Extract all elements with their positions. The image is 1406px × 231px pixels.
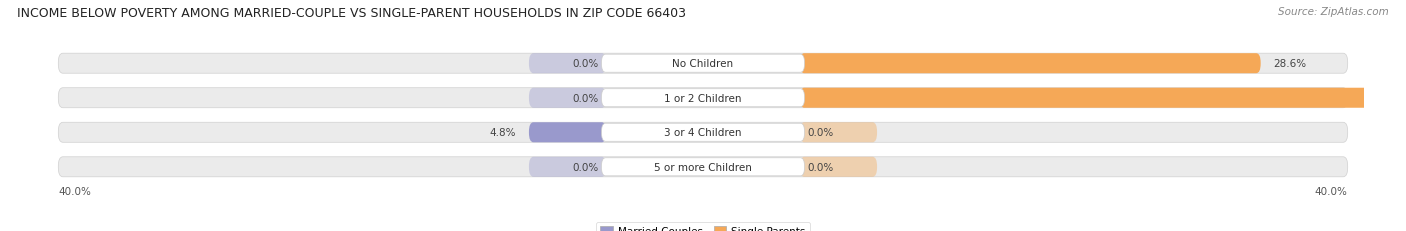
FancyBboxPatch shape [602,55,804,73]
Text: 4.8%: 4.8% [489,128,516,138]
FancyBboxPatch shape [602,158,804,176]
FancyBboxPatch shape [58,123,1348,143]
FancyBboxPatch shape [58,54,1348,74]
FancyBboxPatch shape [800,123,877,143]
Text: 40.0%: 40.0% [58,186,91,196]
FancyBboxPatch shape [529,88,606,108]
FancyBboxPatch shape [529,54,606,74]
Text: 0.0%: 0.0% [572,162,598,172]
FancyBboxPatch shape [800,88,1406,108]
Text: 1 or 2 Children: 1 or 2 Children [664,93,742,103]
FancyBboxPatch shape [58,157,1348,177]
Text: 0.0%: 0.0% [572,93,598,103]
FancyBboxPatch shape [602,124,804,142]
FancyBboxPatch shape [58,88,1348,108]
FancyBboxPatch shape [529,123,606,143]
Text: 0.0%: 0.0% [572,59,598,69]
FancyBboxPatch shape [602,89,804,107]
FancyBboxPatch shape [529,157,606,177]
Text: 5 or more Children: 5 or more Children [654,162,752,172]
FancyBboxPatch shape [800,54,1261,74]
Text: 28.6%: 28.6% [1274,59,1306,69]
Text: Source: ZipAtlas.com: Source: ZipAtlas.com [1278,7,1389,17]
Text: 3 or 4 Children: 3 or 4 Children [664,128,742,138]
Text: No Children: No Children [672,59,734,69]
Text: INCOME BELOW POVERTY AMONG MARRIED-COUPLE VS SINGLE-PARENT HOUSEHOLDS IN ZIP COD: INCOME BELOW POVERTY AMONG MARRIED-COUPL… [17,7,686,20]
Text: 40.0%: 40.0% [1315,186,1348,196]
Legend: Married Couples, Single Parents: Married Couples, Single Parents [596,222,810,231]
FancyBboxPatch shape [800,157,877,177]
Text: 0.0%: 0.0% [808,128,834,138]
Text: 0.0%: 0.0% [808,162,834,172]
